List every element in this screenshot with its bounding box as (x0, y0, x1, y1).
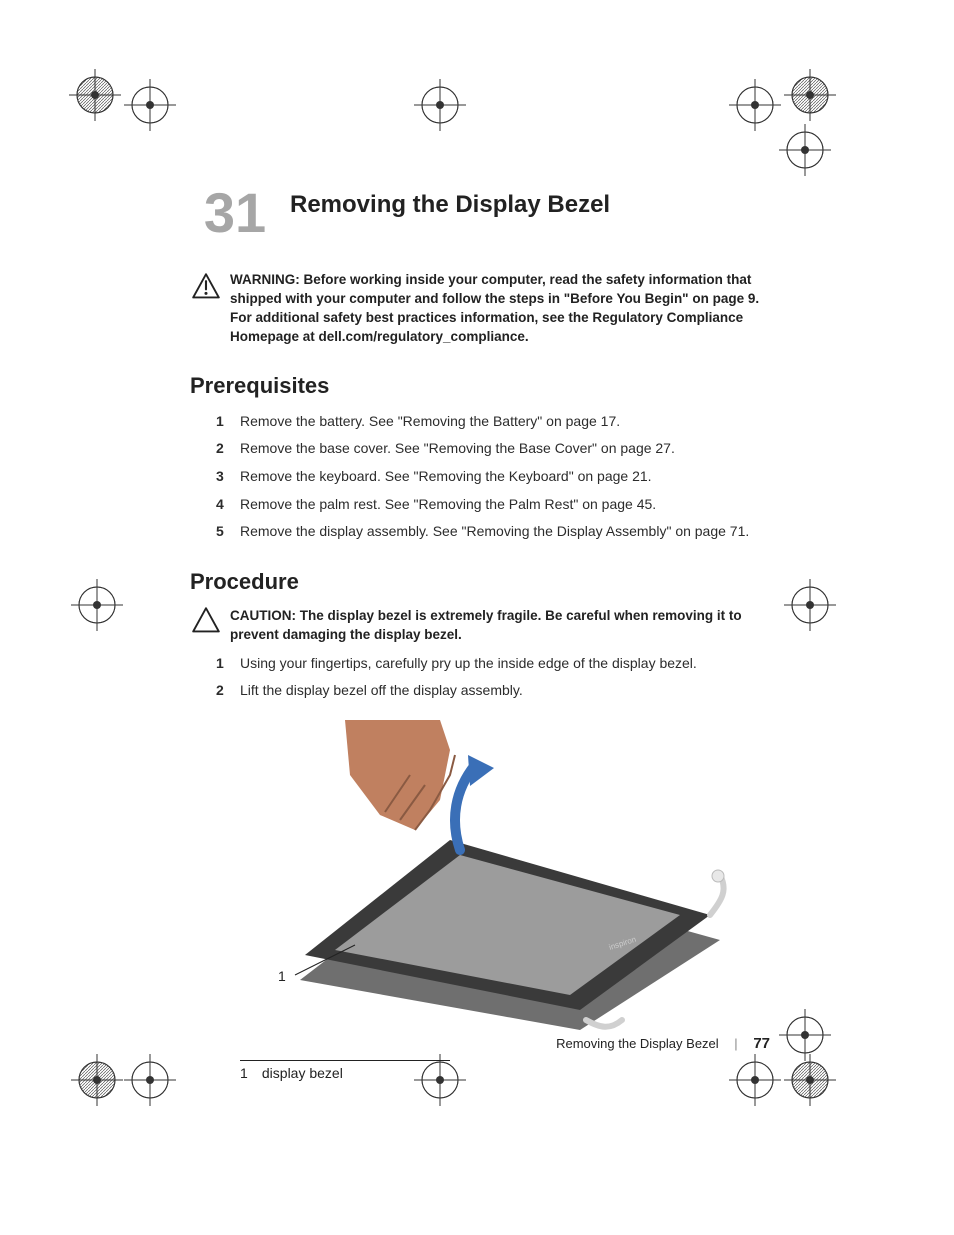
list-item: 1Remove the battery. See "Removing the B… (216, 411, 770, 433)
caution-icon (192, 607, 220, 645)
caution-text: CAUTION: The display bezel is extremely … (230, 607, 770, 645)
legend-number: 1 (240, 1065, 258, 1081)
list-item-text: Remove the base cover. See "Removing the… (240, 438, 675, 460)
registration-mark-icon (780, 65, 840, 125)
list-item-number: 3 (216, 466, 240, 488)
warning-block: WARNING: Before working inside your comp… (192, 271, 770, 347)
list-item-text: Remove the battery. See "Removing the Ba… (240, 411, 620, 433)
registration-mark-icon (780, 575, 840, 635)
registration-mark-icon (67, 575, 127, 635)
list-item: 2Lift the display bezel off the display … (216, 680, 770, 702)
list-item-text: Remove the palm rest. See "Removing the … (240, 494, 656, 516)
list-item-text: Using your fingertips, carefully pry up … (240, 653, 697, 675)
figure-svg: inspiron (250, 720, 730, 1050)
page-footer: Removing the Display Bezel | 77 (190, 1035, 770, 1052)
list-item-text: Remove the keyboard. See "Removing the K… (240, 466, 652, 488)
list-item: 1Using your fingertips, carefully pry up… (216, 653, 770, 675)
list-item-number: 4 (216, 494, 240, 516)
legend-row: 1 display bezel (240, 1065, 450, 1081)
registration-mark-icon (775, 1005, 835, 1065)
figure-legend: 1 display bezel (240, 1060, 450, 1081)
registration-mark-icon (120, 75, 180, 135)
page-number: 77 (753, 1035, 770, 1052)
list-item-number: 2 (216, 680, 240, 702)
legend-label: display bezel (262, 1065, 343, 1081)
warning-label: WARNING: (230, 272, 300, 287)
registration-mark-icon (410, 75, 470, 135)
list-item-number: 2 (216, 438, 240, 460)
list-item-number: 5 (216, 521, 240, 543)
list-item: 4Remove the palm rest. See "Removing the… (216, 494, 770, 516)
registration-mark-icon (67, 1050, 127, 1110)
list-item: 5Remove the display assembly. See "Remov… (216, 521, 770, 543)
caution-label: CAUTION: (230, 608, 296, 623)
list-item-text: Remove the display assembly. See "Removi… (240, 521, 749, 543)
prerequisites-heading: Prerequisites (190, 373, 770, 399)
chapter-title: Removing the Display Bezel (290, 191, 610, 219)
procedure-heading: Procedure (190, 569, 770, 595)
caution-body: The display bezel is extremely fragile. … (230, 608, 742, 642)
footer-separator: | (734, 1036, 737, 1051)
warning-text: WARNING: Before working inside your comp… (230, 271, 770, 347)
list-item: 3Remove the keyboard. See "Removing the … (216, 466, 770, 488)
list-item-number: 1 (216, 411, 240, 433)
figure-callout-number: 1 (278, 968, 286, 984)
page-content: 31 Removing the Display Bezel WARNING: B… (190, 185, 770, 1081)
footer-title: Removing the Display Bezel (556, 1036, 719, 1051)
chapter-number: 31 (190, 185, 280, 241)
prerequisites-list: 1Remove the battery. See "Removing the B… (216, 411, 770, 543)
caution-block: CAUTION: The display bezel is extremely … (192, 607, 770, 645)
registration-mark-icon (120, 1050, 180, 1110)
procedure-list: 1Using your fingertips, carefully pry up… (216, 653, 770, 702)
registration-mark-icon (775, 120, 835, 180)
legend-rule (240, 1060, 450, 1061)
list-item-text: Lift the display bezel off the display a… (240, 680, 523, 702)
warning-body: Before working inside your computer, rea… (230, 272, 759, 344)
chapter-header: 31 Removing the Display Bezel (190, 185, 770, 241)
list-item-number: 1 (216, 653, 240, 675)
registration-mark-icon (65, 65, 125, 125)
warning-icon (192, 273, 220, 347)
list-item: 2Remove the base cover. See "Removing th… (216, 438, 770, 460)
figure: inspiron 1 (250, 720, 730, 1050)
